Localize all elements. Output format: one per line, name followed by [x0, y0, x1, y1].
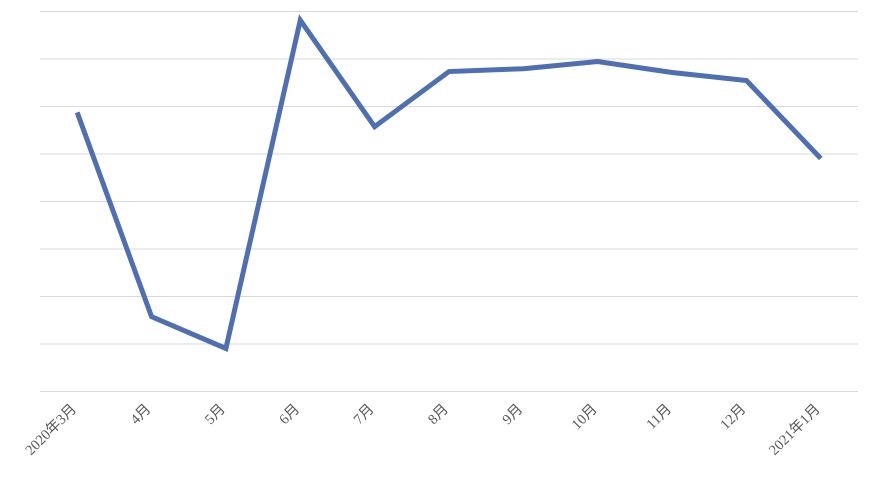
x-tick-label: 12月 — [717, 401, 749, 433]
data-series — [74, 14, 823, 352]
x-tick-label: 11月 — [643, 401, 674, 432]
x-tick-label: 10月 — [569, 401, 601, 433]
x-tick-label: 7月 — [351, 401, 378, 428]
x-tick-label: 2020年3月 — [22, 401, 80, 459]
x-tick-label: 4月 — [128, 401, 155, 428]
x-axis-tick-labels: 2020年3月 4月 5月 6月 7月 8月 9月 10月 11月 12月 2021年1月 — [22, 401, 824, 459]
x-tick-label: 2021年1月 — [765, 401, 823, 459]
gridlines — [40, 11, 858, 393]
x-tick-label: 5月 — [202, 401, 229, 428]
x-tick-label: 9月 — [499, 401, 526, 428]
x-tick-label: 8月 — [425, 401, 452, 428]
series-line-1 — [74, 14, 823, 352]
x-tick-label: 6月 — [276, 401, 303, 428]
